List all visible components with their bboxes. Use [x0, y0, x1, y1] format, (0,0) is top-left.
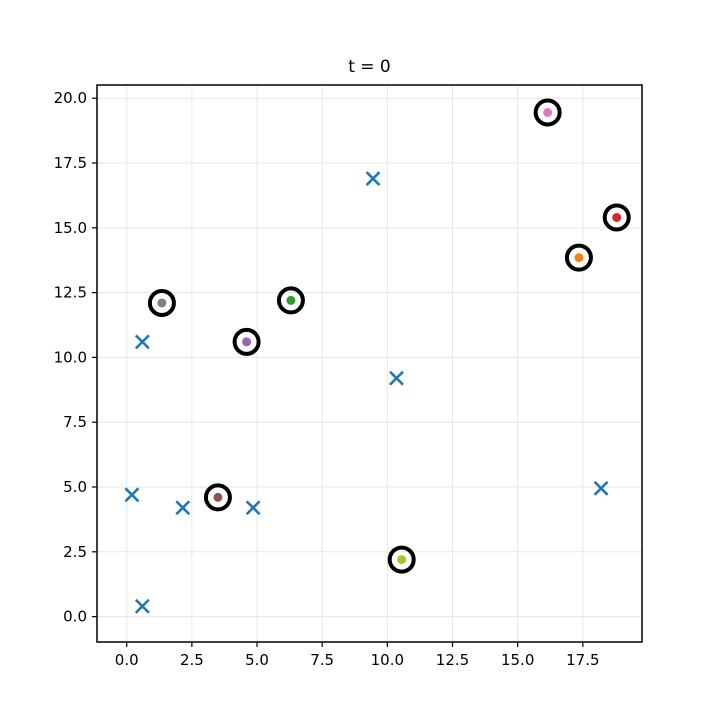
x-tick-label: 10.0 — [371, 651, 404, 669]
y-tick-label: 0.0 — [63, 608, 87, 626]
cross-marker — [134, 334, 150, 350]
x-tick-label: 12.5 — [436, 651, 469, 669]
y-tick-label: 20.0 — [54, 89, 87, 107]
y-tick-label: 2.5 — [63, 543, 87, 561]
cross-marker — [593, 480, 609, 496]
highlight-ring-marker — [387, 545, 416, 574]
dot-marker — [242, 337, 252, 347]
plot-border — [96, 84, 643, 643]
dot-marker — [213, 492, 223, 502]
highlight-ring-marker — [533, 98, 562, 127]
x-tick-label: 2.5 — [180, 651, 204, 669]
dot-marker — [286, 295, 296, 305]
cross-marker — [365, 171, 381, 186]
highlight-ring-marker — [564, 243, 593, 272]
dot-marker — [157, 298, 167, 308]
x-tick-label: 15.0 — [501, 651, 534, 669]
y-tick-label: 15.0 — [54, 219, 87, 237]
cross-marker — [134, 598, 150, 614]
highlight-ring-marker — [203, 483, 232, 512]
x-tick-label: 0.0 — [115, 651, 139, 669]
cross-marker — [389, 370, 404, 386]
cross-marker — [245, 500, 261, 516]
x-tick-label: 5.0 — [245, 651, 269, 669]
dot-marker — [543, 107, 553, 117]
cross-marker — [175, 500, 191, 516]
y-tick-label: 12.5 — [54, 284, 87, 302]
x-tick-label: 7.5 — [310, 651, 334, 669]
highlight-ring-marker — [602, 203, 631, 232]
x-tick-label: 17.5 — [566, 651, 599, 669]
highlight-ring-marker — [147, 288, 176, 317]
highlight-ring-marker — [232, 327, 261, 356]
dot-marker — [397, 555, 407, 565]
dot-marker — [612, 212, 622, 222]
dot-marker — [574, 253, 584, 263]
chart-title: t = 0 — [348, 57, 391, 77]
y-tick-label: 5.0 — [63, 478, 87, 496]
highlight-ring-marker — [276, 286, 305, 315]
y-tick-label: 10.0 — [54, 348, 87, 366]
cross-marker — [124, 487, 140, 503]
y-tick-label: 7.5 — [63, 413, 87, 431]
y-tick-label: 17.5 — [54, 154, 87, 172]
